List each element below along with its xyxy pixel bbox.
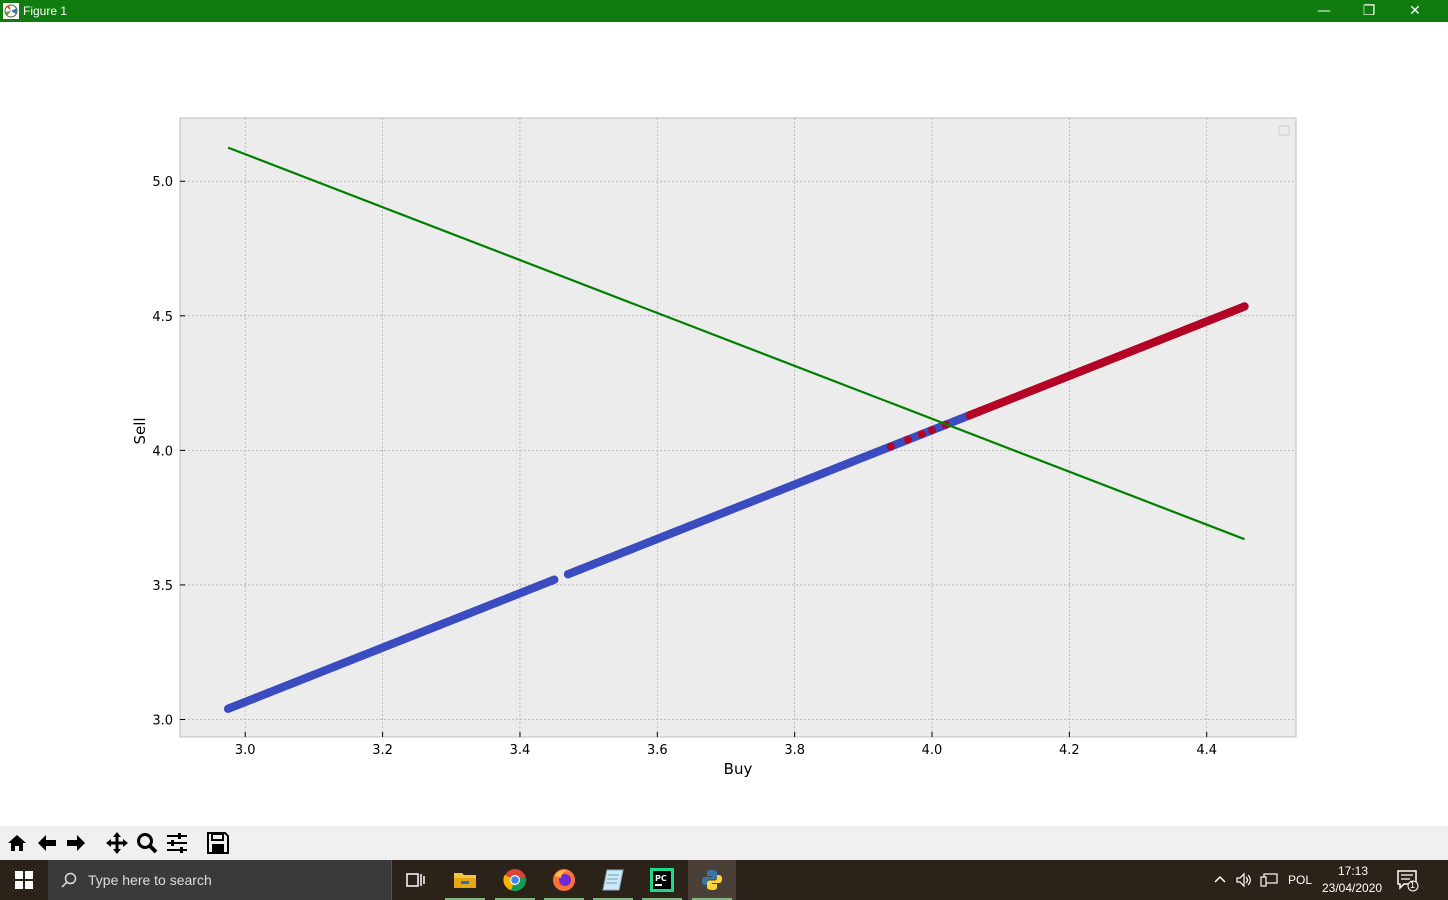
active-indicator (593, 898, 633, 900)
zoom-icon (137, 833, 158, 854)
data-point-blue (550, 575, 559, 584)
x-tick-label: 4.0 (922, 743, 943, 758)
configure-subplots-icon (167, 833, 187, 853)
restore-button[interactable]: ❐ (1362, 3, 1376, 19)
save-button[interactable] (204, 830, 232, 856)
notifications-button[interactable]: 1 (1396, 868, 1420, 892)
firefox-icon (553, 869, 575, 891)
data-point-red (917, 430, 926, 439)
notepad-icon (602, 869, 624, 891)
x-tick-label: 3.4 (510, 743, 531, 758)
legend-box (1278, 125, 1290, 136)
data-point-red (903, 435, 912, 444)
firefox-button[interactable] (540, 860, 588, 900)
trend-line (227, 146, 1245, 541)
save-icon (207, 832, 229, 854)
volume-icon[interactable] (1236, 872, 1252, 888)
notepad-button[interactable] (589, 860, 637, 900)
y-tick-label: 4.5 (152, 310, 173, 325)
task-view-button[interactable] (392, 860, 440, 900)
file-explorer-icon (454, 873, 476, 888)
windows-logo-icon (15, 871, 33, 889)
y-tick-label: 4.0 (152, 444, 173, 459)
x-tick-label: 4.4 (1196, 743, 1217, 758)
taskbar-search[interactable]: Type here to search (48, 860, 392, 900)
x-tick-label: 3.6 (647, 743, 668, 758)
back-icon (38, 835, 56, 851)
axes-background (179, 117, 1297, 738)
minimize-button[interactable]: — (1317, 3, 1331, 19)
python-icon (702, 870, 722, 890)
grid-lines (180, 118, 1296, 737)
matplotlib-toolbar (0, 826, 1448, 860)
network-icon[interactable] (1260, 872, 1278, 888)
data-point-red (928, 426, 937, 435)
x-axis-label: Buy (724, 760, 753, 778)
home-icon (8, 835, 26, 851)
pycharm-icon: PC (650, 868, 674, 892)
x-tick-label: 3.0 (235, 743, 256, 758)
chrome-button[interactable] (491, 860, 539, 900)
data-point-red (886, 442, 895, 451)
zoom-button[interactable] (133, 830, 161, 856)
pan-button[interactable] (103, 830, 131, 856)
data-point-red (1240, 302, 1249, 311)
notification-icon (1397, 870, 1419, 892)
y-tick-label: 3.5 (152, 579, 173, 594)
chevron-up-icon[interactable] (1214, 874, 1226, 884)
window-titlebar: Figure 1 — ❐ ✕ (0, 0, 1448, 22)
green-line (227, 146, 1245, 541)
close-button[interactable]: ✕ (1409, 3, 1421, 19)
svg-text:PC: PC (655, 874, 667, 883)
x-tick-label: 3.2 (372, 743, 393, 758)
active-indicator (692, 898, 732, 900)
file-explorer-button[interactable] (441, 860, 489, 900)
active-indicator (495, 898, 535, 900)
forward-icon (67, 835, 85, 851)
x-tick-label: 4.2 (1059, 743, 1080, 758)
configure-subplots-button[interactable] (163, 830, 191, 856)
y-axis-label: Sell (131, 417, 149, 444)
clock-date[interactable]: 23/04/2020 (1322, 881, 1383, 895)
y-tick-label: 5.0 (152, 175, 173, 190)
python-button[interactable] (688, 860, 736, 900)
pycharm-button[interactable]: PC (638, 860, 686, 900)
pan-icon (106, 832, 128, 854)
back-button[interactable] (33, 830, 61, 856)
notification-count: 1 (1410, 880, 1416, 890)
chrome-icon (503, 869, 526, 892)
search-icon (61, 872, 77, 888)
data-points (223, 302, 1249, 714)
matplotlib-app-icon (3, 3, 19, 19)
search-placeholder: Type here to search (88, 872, 212, 888)
window-title: Figure 1 (23, 4, 68, 18)
active-indicator (445, 898, 485, 900)
active-indicator (642, 898, 682, 900)
x-tick-label: 3.8 (784, 743, 805, 758)
active-indicator (544, 898, 584, 900)
start-button[interactable] (0, 860, 48, 900)
scatter-chart: 3.0 3.2 3.4 3.6 3.8 4.0 4.2 4.43.03.54.04.55.0 … (131, 117, 1297, 778)
forward-button[interactable] (62, 830, 90, 856)
y-tick-label: 3.0 (152, 714, 173, 729)
task-view-icon (406, 873, 425, 887)
clock-time[interactable]: 17:13 (1338, 864, 1369, 878)
home-button[interactable] (3, 830, 31, 856)
tick-labels: 3.0 3.2 3.4 3.6 3.8 4.0 4.2 4.4 3.0 3.5 4.0 4.5 5.0 (152, 175, 1217, 758)
language-indicator[interactable]: POL (1288, 873, 1313, 887)
windows-taskbar: Type here to search PC POL 17:13 23/04/2… (0, 860, 1448, 900)
